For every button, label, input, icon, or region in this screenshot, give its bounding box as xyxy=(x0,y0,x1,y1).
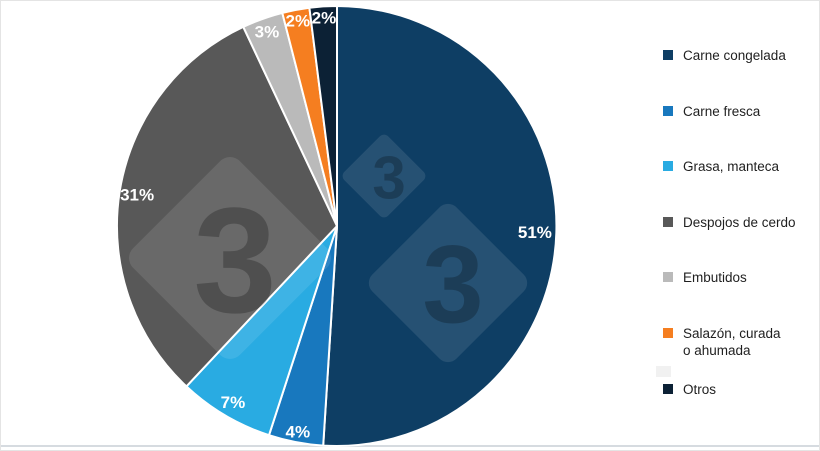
legend-swatch-0 xyxy=(663,50,673,60)
pie-slice-label-5: 2% xyxy=(286,12,311,31)
watermark-digit-1: 3 xyxy=(372,145,405,212)
pie-slice-label-3: 31% xyxy=(120,185,154,204)
pie-slice-6 xyxy=(308,4,338,227)
legend-label-3: Despojos de cerdo xyxy=(683,214,796,230)
legend-swatch-1 xyxy=(663,105,673,116)
legend-label-6: Otros xyxy=(683,381,717,397)
legend-label-5: Salazón, curada o ahumada xyxy=(683,326,781,358)
legend: Carne congelada Carne fresca Grasa, mantec… xyxy=(663,1,815,450)
legend-swatch-3 xyxy=(663,216,673,227)
legend-swatch-6 xyxy=(663,383,673,394)
pie-slice-3 xyxy=(115,25,338,388)
legend-item-2: Grasa, manteca xyxy=(663,158,779,175)
watermark-fragment xyxy=(656,366,671,377)
pie-slice-label-1: 4% xyxy=(286,422,311,441)
legend-item-5: Salazón, curada o ahumada xyxy=(663,325,781,359)
watermark-diamond-0 xyxy=(129,157,331,359)
pie-slice-label-4: 3% xyxy=(255,22,280,41)
legend-swatch-2 xyxy=(663,161,673,172)
legend-label-4: Embutidos xyxy=(683,270,747,286)
legend-label-0: Carne congelada xyxy=(683,48,786,63)
pie-slice-0 xyxy=(322,5,558,447)
legend-swatch-4 xyxy=(663,272,673,283)
legend-item-3: Despojos de cerdo xyxy=(663,214,796,231)
legend-item-1: Carne fresca xyxy=(663,103,760,120)
watermark-digit-0: 3 xyxy=(193,176,276,344)
legend-swatch-5 xyxy=(663,328,673,338)
pie-slice-label-0: 51% xyxy=(518,223,552,242)
legend-item-6: Otros xyxy=(663,381,716,398)
pie-slice-label-6: 2% xyxy=(312,8,337,27)
watermark: 3 33 xyxy=(129,134,528,363)
bottom-rule xyxy=(1,445,819,447)
legend-item-4: Embutidos xyxy=(663,269,747,286)
watermark-digit-2: 3 xyxy=(422,224,483,347)
legend-item-0: Carne congelada xyxy=(663,47,786,64)
watermark-diamond-2 xyxy=(368,203,528,363)
watermark-diamond-1 xyxy=(342,134,426,218)
pie-slice-label-2: 7% xyxy=(221,393,246,412)
legend-label-2: Grasa, manteca xyxy=(683,159,780,175)
legend-label-1: Carne fresca xyxy=(683,103,761,119)
